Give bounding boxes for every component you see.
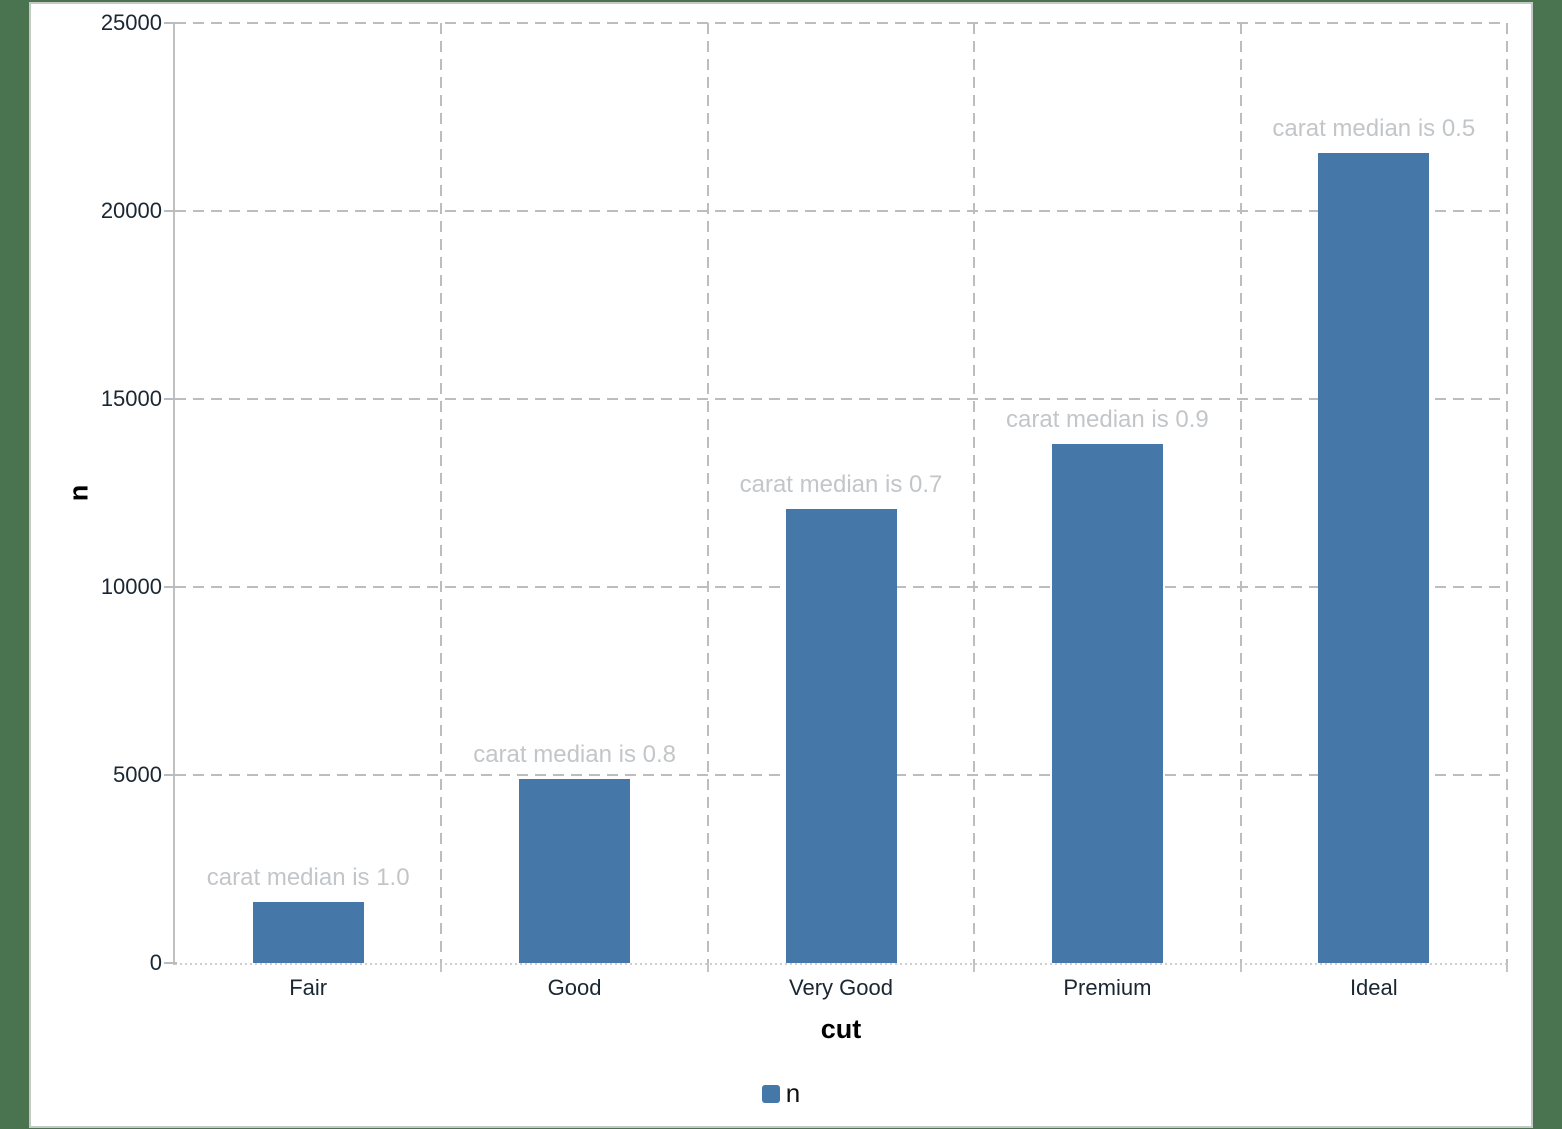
y-tick-label: 0 [149, 950, 162, 975]
bar-ideal [1318, 153, 1429, 963]
y-tick-label: 10000 [100, 574, 162, 599]
x-gridline [440, 23, 442, 963]
x-tick-label: Premium [1063, 975, 1152, 1000]
x-tick-label: Very Good [789, 975, 893, 1000]
y-axis-title: n [63, 484, 94, 502]
x-gridline [1240, 23, 1242, 963]
bar-good [519, 779, 630, 963]
legend-swatch-icon [761, 1084, 780, 1103]
chart-canvas: n carat median is 1.0 carat median is 0.8… [29, 2, 1533, 1128]
y-tick-mark [164, 22, 177, 24]
bar-annotation: carat median is 0.9 [1006, 406, 1209, 433]
bar-very-good [786, 509, 897, 963]
x-gridline [973, 23, 975, 963]
x-tick-label: Good [547, 975, 602, 1000]
bar-annotation: carat median is 0.8 [473, 741, 676, 768]
plot-area: carat median is 1.0 carat median is 0.8 ca… [164, 22, 1508, 972]
x-tick-mark [1240, 963, 1242, 972]
y-gridline [175, 398, 1507, 400]
bar-annotation: carat median is 0.7 [739, 471, 943, 498]
x-tick-mark [973, 963, 975, 972]
y-tick-mark [164, 962, 177, 964]
bar-premium [1052, 444, 1163, 963]
x-gridline [707, 23, 709, 963]
y-axis-line [173, 23, 175, 965]
y-tick-label: 25000 [100, 10, 162, 35]
y-gridline [175, 210, 1507, 212]
x-axis-title: cut [820, 1014, 862, 1044]
x-gridline [1506, 23, 1508, 963]
y-tick-mark [164, 210, 177, 212]
y-tick-mark [164, 774, 177, 776]
y-tick-mark [164, 586, 177, 588]
y-tick-label: 5000 [113, 762, 162, 787]
y-tick-mark [164, 398, 177, 400]
y-tick-label: 15000 [100, 386, 162, 411]
x-tick-label: Ideal [1349, 975, 1398, 1000]
legend-label: n [785, 1078, 801, 1108]
x-axis-baseline [175, 963, 1507, 965]
x-tick-mark [440, 963, 442, 972]
x-tick-label: Fair [289, 975, 328, 1000]
bar-fair [253, 902, 364, 963]
x-tick-mark [1506, 963, 1508, 972]
bar-annotation: carat median is 1.0 [206, 864, 410, 891]
legend: n [31, 1078, 1531, 1109]
x-tick-mark [707, 963, 709, 972]
y-tick-label: 20000 [100, 198, 162, 223]
bar-annotation: carat median is 0.5 [1272, 115, 1476, 142]
y-gridline [175, 22, 1507, 24]
